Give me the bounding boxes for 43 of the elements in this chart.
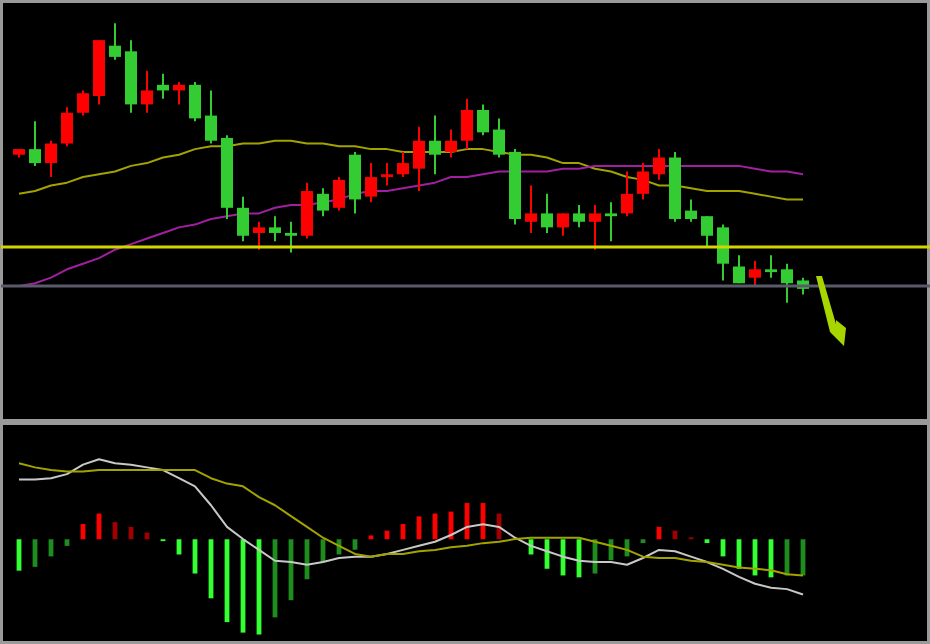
candlestick bbox=[733, 254, 745, 285]
candlestick bbox=[61, 106, 73, 148]
candlestick bbox=[445, 128, 457, 159]
candlestick bbox=[589, 204, 601, 251]
candlestick bbox=[477, 103, 489, 137]
candlestick bbox=[45, 139, 57, 179]
candlestick bbox=[717, 223, 729, 282]
candlestick bbox=[285, 220, 297, 254]
candlestick bbox=[557, 212, 569, 237]
candlestick bbox=[461, 97, 473, 151]
candlestick bbox=[653, 148, 665, 181]
candlestick bbox=[397, 150, 409, 179]
candlestick bbox=[365, 162, 377, 204]
candlestick bbox=[189, 81, 201, 123]
candlestick bbox=[781, 262, 793, 304]
candlestick bbox=[413, 125, 425, 193]
candlestick bbox=[253, 220, 265, 251]
candlestick bbox=[29, 120, 41, 167]
candlestick bbox=[141, 69, 153, 114]
candlestick bbox=[205, 89, 217, 145]
candlestick bbox=[701, 215, 713, 248]
candlestick bbox=[765, 254, 777, 279]
candlestick bbox=[333, 176, 345, 212]
candlestick bbox=[109, 22, 121, 61]
candlestick bbox=[637, 162, 649, 201]
candlestick bbox=[381, 162, 393, 187]
candlestick bbox=[77, 89, 89, 117]
candlestick bbox=[493, 117, 505, 159]
candlestick bbox=[317, 187, 329, 218]
candlestick bbox=[605, 201, 617, 243]
candlestick bbox=[429, 114, 441, 176]
candlestick bbox=[621, 170, 633, 218]
candlestick bbox=[157, 72, 169, 100]
candlestick bbox=[237, 195, 249, 243]
candlestick bbox=[541, 192, 553, 234]
candlestick bbox=[573, 204, 585, 229]
candlestick bbox=[173, 81, 185, 106]
candlestick bbox=[685, 198, 697, 223]
candlestick bbox=[301, 181, 313, 240]
candlestick bbox=[269, 215, 281, 243]
candlestick bbox=[525, 184, 537, 234]
candlestick bbox=[349, 150, 361, 215]
candlestick bbox=[749, 259, 761, 288]
